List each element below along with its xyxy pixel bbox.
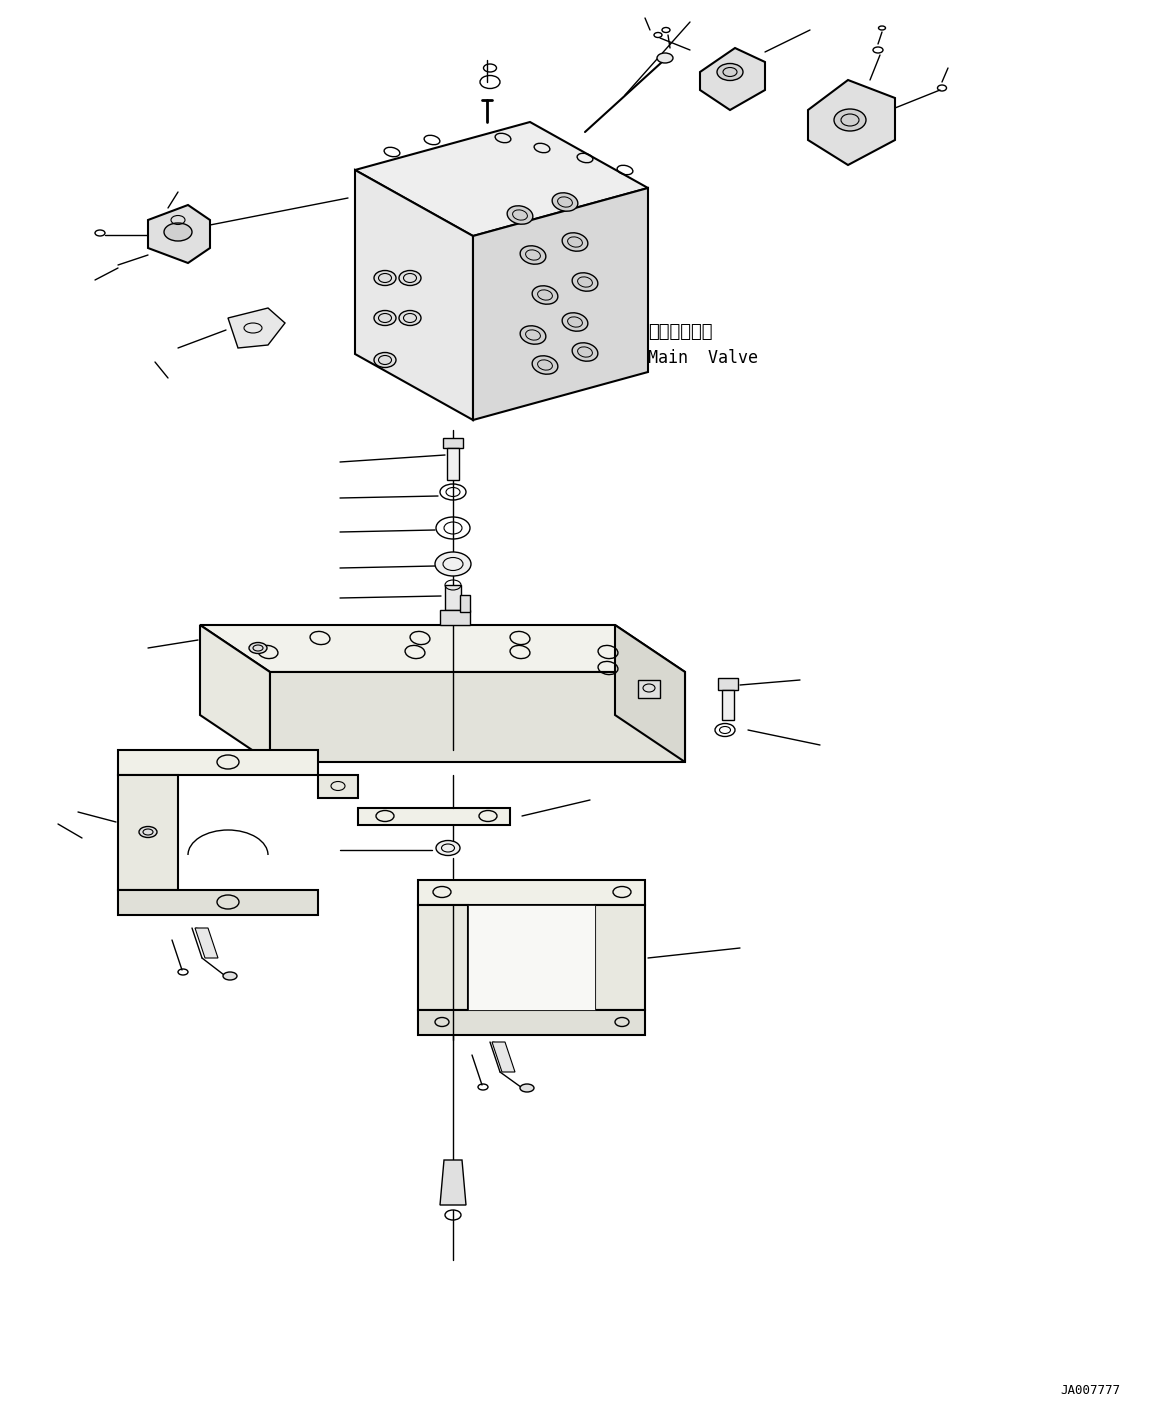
Polygon shape <box>358 808 511 825</box>
Ellipse shape <box>374 271 395 285</box>
Polygon shape <box>270 672 685 762</box>
Polygon shape <box>117 750 317 776</box>
Ellipse shape <box>140 826 157 837</box>
Ellipse shape <box>533 285 558 305</box>
Text: JA007777: JA007777 <box>1059 1384 1120 1397</box>
Ellipse shape <box>520 246 545 264</box>
Polygon shape <box>117 889 317 915</box>
Polygon shape <box>808 80 896 164</box>
Polygon shape <box>195 927 217 958</box>
Ellipse shape <box>507 205 533 225</box>
Polygon shape <box>418 1010 645 1035</box>
Polygon shape <box>722 690 734 719</box>
Polygon shape <box>355 122 648 236</box>
Ellipse shape <box>374 311 395 326</box>
Ellipse shape <box>435 552 471 576</box>
Ellipse shape <box>399 271 421 285</box>
Polygon shape <box>445 584 461 610</box>
Text: Main  Valve: Main Valve <box>648 348 758 367</box>
Ellipse shape <box>399 311 421 326</box>
Polygon shape <box>440 610 470 625</box>
Ellipse shape <box>436 840 461 856</box>
Polygon shape <box>418 905 468 1010</box>
Polygon shape <box>317 776 358 798</box>
Ellipse shape <box>718 63 743 80</box>
Ellipse shape <box>249 642 267 653</box>
Ellipse shape <box>562 313 587 332</box>
Ellipse shape <box>374 353 395 368</box>
Polygon shape <box>117 776 178 889</box>
Polygon shape <box>355 170 473 420</box>
Ellipse shape <box>562 233 587 251</box>
Ellipse shape <box>223 972 237 981</box>
Polygon shape <box>200 625 685 672</box>
Ellipse shape <box>834 110 866 131</box>
Polygon shape <box>440 1161 466 1205</box>
Ellipse shape <box>552 192 578 211</box>
Polygon shape <box>443 438 463 448</box>
Polygon shape <box>447 448 459 481</box>
Polygon shape <box>638 680 659 698</box>
Polygon shape <box>700 48 765 110</box>
Ellipse shape <box>572 343 598 361</box>
Polygon shape <box>148 205 211 263</box>
Polygon shape <box>461 594 470 613</box>
Ellipse shape <box>164 223 192 242</box>
Ellipse shape <box>520 326 545 344</box>
Ellipse shape <box>657 53 673 63</box>
Ellipse shape <box>533 355 558 374</box>
Polygon shape <box>418 880 645 905</box>
Polygon shape <box>615 625 685 762</box>
Polygon shape <box>228 308 285 348</box>
Ellipse shape <box>572 273 598 291</box>
Polygon shape <box>473 188 648 420</box>
Ellipse shape <box>520 1085 534 1092</box>
Text: メインバルブ: メインバルブ <box>648 323 713 341</box>
Polygon shape <box>718 679 739 690</box>
Polygon shape <box>468 905 595 1010</box>
Polygon shape <box>200 625 270 762</box>
Polygon shape <box>595 905 645 1010</box>
Polygon shape <box>492 1043 515 1072</box>
